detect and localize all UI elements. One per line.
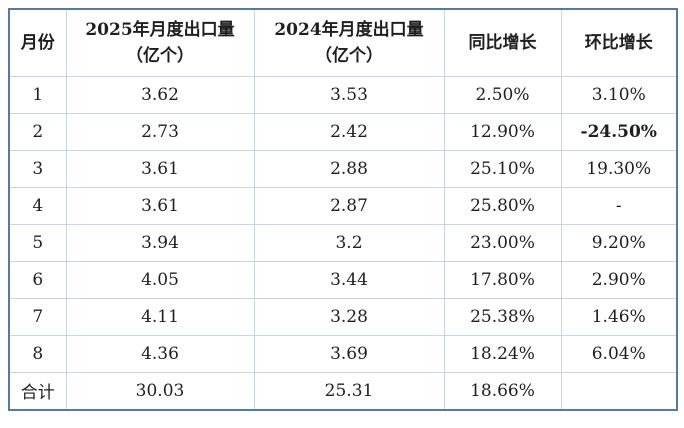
- header-yoy-growth: 同比增长: [443, 8, 562, 77]
- table-row-month-6: 6 4.05 3.44 17.80% 2.90%: [8, 261, 678, 299]
- cell-2025-volume: 3.94: [65, 224, 255, 262]
- cell-2025-volume: 3.62: [65, 76, 255, 114]
- cell-2025-volume: 4.11: [65, 298, 255, 336]
- cell-yoy-growth: 25.38%: [443, 298, 562, 336]
- cell-2025-volume: 3.61: [65, 187, 255, 225]
- header-month: 月份: [8, 8, 67, 77]
- cell-month: 8: [8, 335, 67, 373]
- table-row-month-5: 5 3.94 3.2 23.00% 9.20%: [8, 224, 678, 262]
- cell-mom-growth: 6.04%: [560, 335, 678, 373]
- cell-2024-volume: 2.88: [253, 150, 445, 188]
- cell-yoy-growth-total: 18.66%: [443, 372, 562, 410]
- header-2024-export: 2024年月度出口量 （亿个）: [253, 8, 445, 77]
- monthly-export-table: 月份 2025年月度出口量 （亿个） 2024年月度出口量 （亿个） 同比增长 …: [8, 8, 678, 411]
- cell-yoy-growth: 25.80%: [443, 187, 562, 225]
- cell-mom-growth: 2.90%: [560, 261, 678, 299]
- header-2024-line2: （亿个）: [315, 46, 383, 66]
- cell-mom-growth: 19.30%: [560, 150, 678, 188]
- cell-2024-volume-total: 25.31: [253, 372, 445, 410]
- cell-2025-volume: 4.36: [65, 335, 255, 373]
- header-2024-line1: 2024年月度出口量: [274, 19, 424, 40]
- cell-2024-volume: 2.42: [253, 113, 445, 151]
- cell-mom-growth: -: [560, 187, 678, 225]
- cell-2024-volume: 3.69: [253, 335, 445, 373]
- cell-yoy-growth: 23.00%: [443, 224, 562, 262]
- table-row-month-7: 7 4.11 3.28 25.38% 1.46%: [8, 298, 678, 336]
- table-row-month-4: 4 3.61 2.87 25.80% -: [8, 187, 678, 225]
- cell-total-label: 合计: [8, 372, 67, 410]
- table-row-month-3: 3 3.61 2.88 25.10% 19.30%: [8, 150, 678, 188]
- cell-month: 6: [8, 261, 67, 299]
- cell-2025-volume: 3.61: [65, 150, 255, 188]
- table-row-total: 合计 30.03 25.31 18.66%: [8, 372, 678, 410]
- cell-mom-growth-negative: -24.50%: [560, 113, 678, 151]
- header-2025-export: 2025年月度出口量 （亿个）: [65, 8, 255, 77]
- table-row-month-2: 2 2.73 2.42 12.90% -24.50%: [8, 113, 678, 151]
- cell-2024-volume: 3.53: [253, 76, 445, 114]
- cell-2025-volume: 2.73: [65, 113, 255, 151]
- cell-yoy-growth: 2.50%: [443, 76, 562, 114]
- cell-2025-volume: 4.05: [65, 261, 255, 299]
- cell-yoy-growth: 12.90%: [443, 113, 562, 151]
- cell-month: 2: [8, 113, 67, 151]
- header-month-label: 月份: [20, 32, 55, 53]
- cell-mom-growth: 9.20%: [560, 224, 678, 262]
- cell-mom-growth-empty: [560, 372, 678, 410]
- header-mom-label: 环比增长: [584, 32, 653, 53]
- table-row-month-1: 1 3.62 3.53 2.50% 3.10%: [8, 76, 678, 114]
- header-2025-line2: （亿个）: [126, 46, 194, 66]
- cell-yoy-growth: 17.80%: [443, 261, 562, 299]
- cell-2024-volume: 2.87: [253, 187, 445, 225]
- cell-2024-volume: 3.44: [253, 261, 445, 299]
- header-row: 月份 2025年月度出口量 （亿个） 2024年月度出口量 （亿个） 同比增长 …: [8, 8, 678, 77]
- cell-yoy-growth: 18.24%: [443, 335, 562, 373]
- cell-month: 1: [8, 76, 67, 114]
- cell-month: 7: [8, 298, 67, 336]
- cell-mom-growth: 1.46%: [560, 298, 678, 336]
- cell-2024-volume: 3.28: [253, 298, 445, 336]
- cell-mom-growth: 3.10%: [560, 76, 678, 114]
- header-2025-line1: 2025年月度出口量: [85, 19, 235, 40]
- cell-2025-volume-total: 30.03: [65, 372, 255, 410]
- header-mom-growth: 环比增长: [560, 8, 678, 77]
- cell-month: 3: [8, 150, 67, 188]
- cell-yoy-growth: 25.10%: [443, 150, 562, 188]
- header-yoy-label: 同比增长: [468, 32, 537, 53]
- cell-month: 4: [8, 187, 67, 225]
- table-row-month-8: 8 4.36 3.69 18.24% 6.04%: [8, 335, 678, 373]
- cell-month: 5: [8, 224, 67, 262]
- cell-2024-volume: 3.2: [253, 224, 445, 262]
